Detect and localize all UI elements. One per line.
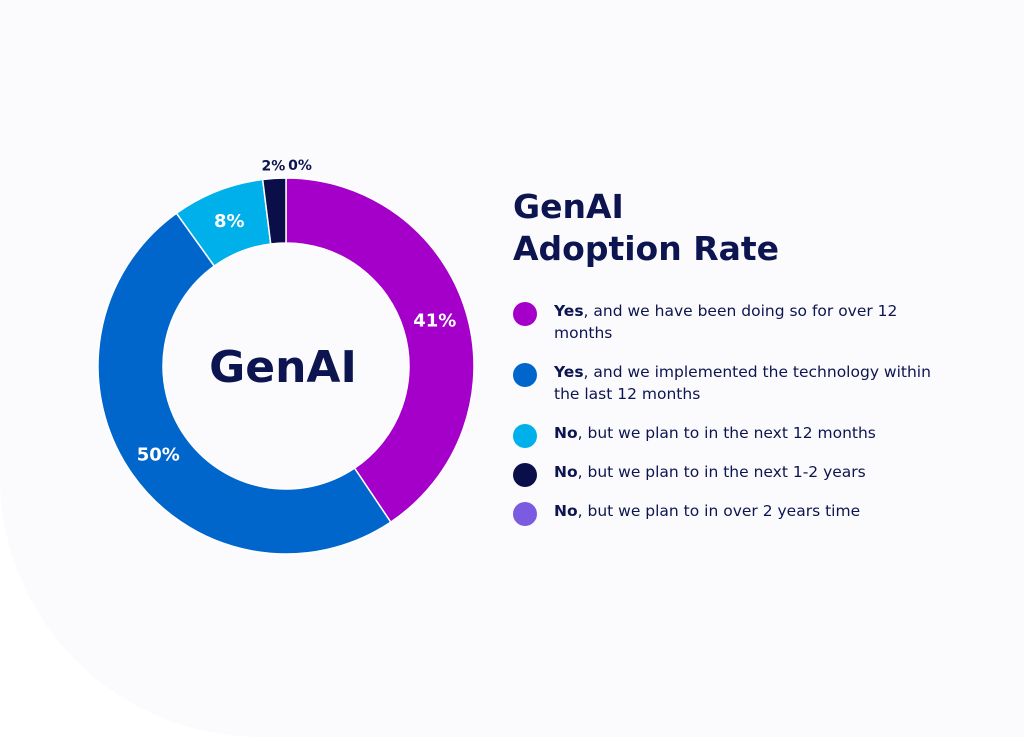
legend-lead-4: No (554, 463, 578, 481)
legend-dot-3 (513, 424, 537, 448)
legend: Yes, and we have been doing so for over … (513, 300, 933, 539)
donut-slice-1 (285, 177, 475, 524)
legend-lead-2: Yes (554, 363, 584, 381)
legend-dot-1 (513, 302, 537, 326)
legend-dot-2 (513, 363, 537, 387)
slice-label-5: 0% (288, 158, 312, 174)
slice-label-3: 8% (214, 211, 245, 232)
legend-item-2: Yes, and we implemented the technology w… (513, 361, 933, 405)
slice-label-2: 50% (137, 445, 180, 466)
legend-dot-4 (513, 463, 537, 487)
donut-slice-2 (97, 212, 392, 555)
legend-text-3: , but we plan to in the next 12 months (577, 424, 876, 442)
legend-lead-3: No (554, 424, 578, 442)
donut-chart: 41% 50% 8% 2% 0% GenAI (97, 158, 475, 555)
donut-slice-4 (261, 177, 287, 245)
chart-title: GenAI Adoption Rate (513, 186, 779, 270)
legend-text-4: , but we plan to in the next 1-2 years (577, 463, 866, 481)
center-label: GenAI (209, 342, 357, 393)
legend-item-4: No, but we plan to in the next 1-2 years (513, 461, 933, 487)
slice-labels: 41% 50% 8% 2% 0% (137, 158, 457, 466)
slice-label-1: 41% (413, 311, 456, 332)
title-line-1: GenAI (513, 187, 624, 226)
legend-item-5: No, but we plan to in over 2 years time (513, 500, 933, 526)
legend-text-5: , but we plan to in over 2 years time (577, 502, 861, 520)
legend-text-2: , and we implemented the technology with… (554, 363, 931, 403)
title-line-2: Adoption Rate (513, 229, 780, 268)
legend-item-1: Yes, and we have been doing so for over … (513, 300, 933, 344)
legend-lead-5: No (554, 502, 578, 520)
legend-item-3: No, but we plan to in the next 12 months (513, 422, 933, 448)
legend-dot-5 (513, 502, 537, 526)
slice-label-4: 2% (262, 158, 286, 174)
donut-slices (97, 177, 475, 555)
legend-text-1: , and we have been doing so for over 12 … (554, 302, 898, 342)
legend-lead-1: Yes (554, 302, 584, 320)
